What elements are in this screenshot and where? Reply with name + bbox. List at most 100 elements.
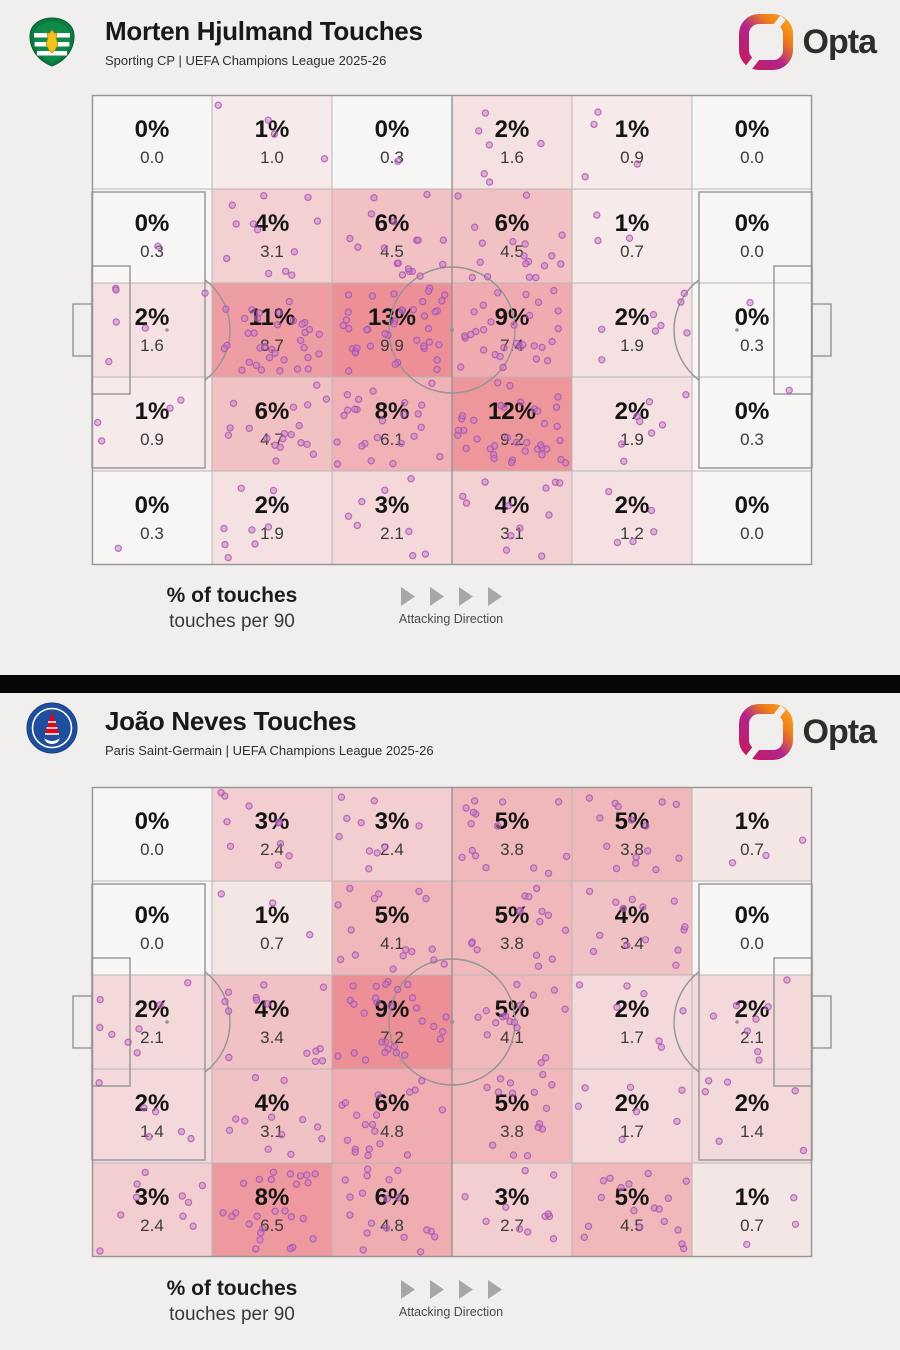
cell-per90-value: 1.0: [260, 147, 284, 167]
attacking-direction-legend: Attacking Direction: [361, 587, 541, 626]
opta-logo: Opta: [738, 14, 877, 70]
cell-per90-value: 0.0: [140, 839, 164, 859]
cell-pct-value: 2%: [134, 303, 170, 331]
cell-pct-value: 0%: [734, 491, 770, 519]
cell-per90-value: 2.1: [380, 523, 404, 543]
pitch-markings: [72, 786, 832, 1258]
page-title: João Neves Touches: [105, 706, 357, 736]
opta-logo-text: Opta: [802, 22, 877, 61]
cell-per90-value: 4.1: [380, 933, 404, 953]
cell-pct-value: 6%: [374, 1183, 410, 1211]
cell-pct-value: 1%: [614, 209, 650, 237]
touch-heatmap-pitch-hjulmand: 0% 0.0 1% 1.0 0% 0.3 2% 1.6 1% 0.9 0% 0.0 0% 0.3 4% 3.1…: [72, 94, 832, 566]
cell-per90-value: 9.9: [380, 335, 404, 355]
opta-logo: Opta: [738, 704, 877, 760]
heat-cell-r1c6: 0% 0.0: [692, 95, 812, 189]
cell-per90-value: 0.0: [140, 933, 164, 953]
cell-pct-value: 4%: [254, 1089, 290, 1117]
cell-pct-value: 1%: [134, 397, 170, 425]
cell-pct-value: 3%: [374, 491, 410, 519]
cell-per90-value: 1.6: [500, 147, 524, 167]
cell-pct-value: 0%: [134, 491, 170, 519]
cell-per90-value: 3.8: [500, 933, 524, 953]
attacking-direction-label: Attacking Direction: [398, 612, 504, 626]
touch-dots: [93, 101, 793, 562]
heat-cell-r3c1: 2% 2.1: [92, 975, 212, 1069]
cell-per90-value: 1.9: [620, 335, 644, 355]
cell-pct-value: 2%: [614, 491, 650, 519]
cell-per90-value: 1.7: [620, 1121, 644, 1141]
cell-pct-value: 3%: [374, 807, 410, 835]
cell-per90-value: 1.9: [620, 429, 644, 449]
cell-per90-value: 2.4: [140, 1215, 164, 1235]
cell-pct-value: 3%: [254, 807, 290, 835]
legend-per90-label: touches per 90: [169, 1304, 295, 1325]
value-legend: % of touches touches per 90: [112, 584, 352, 634]
cell-pct-value: 5%: [494, 901, 530, 929]
heat-cell-r1c6: 1% 0.7: [692, 787, 812, 881]
cell-pct-value: 5%: [494, 807, 530, 835]
legend-per90-label: touches per 90: [169, 611, 295, 632]
heat-cell-r2c6: 0% 0.0: [692, 189, 812, 283]
cell-pct-value: 3%: [134, 1183, 170, 1211]
cell-per90-value: 3.4: [260, 1027, 284, 1047]
touch-heatmap-pitch-neves: 0%0.03%2.43%2.45%3.85%3.81%0.70%0.01%0.7…: [72, 786, 832, 1258]
cell-per90-value: 1.7: [620, 1027, 644, 1047]
cell-pct-value: 0%: [134, 115, 170, 143]
heat-cell-r3c5: 2% 1.9: [572, 283, 692, 377]
heat-cell-r1c1: 0% 0.0: [92, 95, 212, 189]
cell-pct-value: 0%: [734, 397, 770, 425]
cell-pct-value: 0%: [134, 807, 170, 835]
heat-cell-r4c5: 2% 1.9: [572, 377, 692, 471]
cell-pct-value: 3%: [494, 1183, 530, 1211]
cell-pct-value: 12%: [487, 397, 537, 425]
cell-per90-value: 0.7: [740, 839, 764, 859]
panel-divider: [0, 675, 900, 693]
cell-pct-value: 2%: [614, 397, 650, 425]
heat-cell-r3c6: 2% 2.1: [692, 975, 812, 1069]
value-legend: % of touches touches per 90: [112, 1277, 352, 1327]
cell-per90-value: 4.8: [380, 1121, 404, 1141]
cell-per90-value: 0.7: [260, 933, 284, 953]
cell-per90-value: 0.0: [140, 147, 164, 167]
heat-cell-r5c6: 1% 0.7: [692, 1163, 812, 1257]
cell-per90-value: 3.8: [620, 839, 644, 859]
cell-pct-value: 2%: [134, 995, 170, 1023]
cell-pct-value: 0%: [134, 209, 170, 237]
cell-pct-value: 8%: [254, 1183, 290, 1211]
page-subtitle: Sporting CP | UEFA Champions League 2025…: [105, 53, 387, 68]
opta-logo-text: Opta: [802, 712, 877, 751]
opta-logo-icon: [738, 14, 793, 70]
heat-cell-r3c4: 9% 7.4: [452, 283, 572, 377]
cell-per90-value: 4.5: [500, 241, 524, 261]
cell-pct-value: 0%: [734, 901, 770, 929]
cell-per90-value: 3.1: [260, 1121, 284, 1141]
cell-per90-value: 0.7: [620, 241, 644, 261]
cell-pct-value: 0%: [134, 901, 170, 929]
heat-cell-r3c6: 0% 0.3: [692, 283, 812, 377]
cell-pct-value: 6%: [254, 397, 290, 425]
heat-cell-r5c2: 2% 1.9: [212, 471, 332, 565]
cell-pct-value: 1%: [734, 1183, 770, 1211]
attacking-direction-arrows-icon: [361, 587, 541, 606]
cell-per90-value: 3.1: [260, 241, 284, 261]
cell-per90-value: 1.2: [620, 523, 644, 543]
psg-crest: [26, 702, 78, 754]
heat-cell-r4c6: 0% 0.3: [692, 377, 812, 471]
heat-cell-r1c5: 1% 0.9: [572, 95, 692, 189]
heat-cell-r1c2: 1% 1.0: [212, 95, 332, 189]
cell-pct-value: 0%: [734, 115, 770, 143]
page-title: Morten Hjulmand Touches: [105, 16, 423, 46]
heat-cell-r5c4: 3% 2.7: [452, 1163, 572, 1257]
cell-per90-value: 1.6: [140, 335, 164, 355]
heat-cell-r1c1: 0% 0.0: [92, 787, 212, 881]
cell-per90-value: 0.3: [740, 335, 764, 355]
sporting-cp-crest: [26, 16, 78, 68]
cell-pct-value: 1%: [254, 115, 290, 143]
cell-per90-value: 2.1: [140, 1027, 164, 1047]
cell-pct-value: 2%: [734, 1089, 770, 1117]
cell-pct-value: 0%: [734, 303, 770, 331]
heat-cell-r2c1: 0% 0.0: [92, 881, 212, 975]
heat-cell-r3c2: 11% 8.7: [212, 283, 332, 377]
cell-pct-value: 1%: [614, 115, 650, 143]
